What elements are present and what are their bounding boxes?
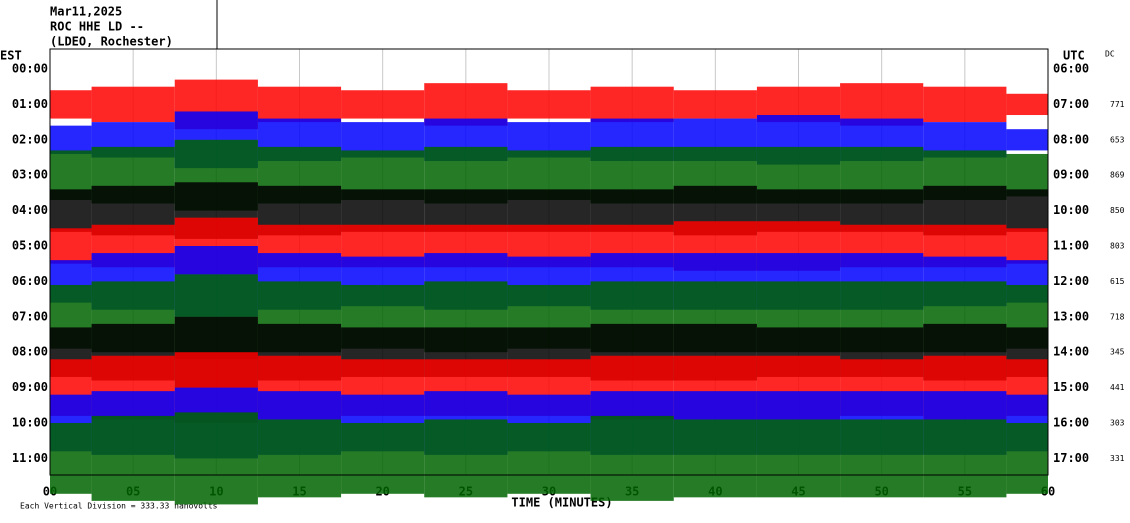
dc-value: 441	[1110, 383, 1125, 392]
est-label: 04:00	[12, 203, 48, 217]
trace-envelope	[174, 412, 258, 505]
trace-envelope	[50, 228, 92, 264]
trace-envelope	[341, 90, 425, 119]
trace-envelope	[91, 415, 175, 501]
dc-value: 345	[1110, 348, 1125, 357]
trace-envelope	[923, 86, 1007, 123]
dc-value: 718	[1110, 312, 1125, 321]
trace-envelope	[1006, 189, 1048, 232]
dc-value: 331	[1110, 454, 1125, 463]
dc-value: 303	[1110, 419, 1125, 428]
est-label: 07:00	[12, 309, 48, 323]
trace-envelope	[673, 90, 757, 119]
trace-envelope	[590, 415, 674, 501]
trace-envelope	[50, 125, 92, 154]
est-label: 02:00	[12, 132, 48, 146]
dc-value: 615	[1110, 277, 1125, 286]
plot-frame	[49, 48, 1049, 476]
est-label: 08:00	[12, 345, 48, 359]
trace-envelope	[507, 90, 591, 119]
x-axis-label: TIME (MINUTES)	[511, 496, 612, 510]
utc-label: 13:00	[1053, 309, 1089, 323]
dc-value: 653	[1110, 135, 1125, 144]
trace-envelope	[50, 423, 92, 494]
utc-label: 12:00	[1053, 274, 1089, 288]
trace-envelope	[50, 189, 92, 232]
trace-envelope	[1006, 93, 1048, 116]
utc-label: 11:00	[1053, 239, 1089, 253]
trace-envelope	[424, 419, 508, 498]
utc-label: 06:00	[1053, 62, 1089, 76]
right-axis-label: UTC	[1063, 49, 1085, 63]
trace-envelope	[257, 419, 342, 498]
est-label: 11:00	[12, 451, 48, 465]
est-label: 00:00	[12, 62, 48, 76]
dc-value: 771	[1110, 100, 1125, 109]
trace-envelope	[341, 423, 425, 494]
trace-envelope	[590, 86, 674, 123]
trace-envelope	[756, 419, 841, 498]
trace-envelope	[840, 419, 924, 498]
trace-envelope	[673, 419, 757, 498]
dc-value: 803	[1110, 242, 1125, 251]
utc-label: 07:00	[1053, 97, 1089, 111]
footer: Each Vertical Division = 333.33 nanovolt…	[20, 502, 218, 511]
title-line: ROC HHE LD --	[50, 20, 144, 34]
utc-label: 09:00	[1053, 168, 1089, 182]
utc-label: 08:00	[1053, 132, 1089, 146]
trace-envelope	[923, 419, 1007, 498]
trace-envelope	[50, 90, 92, 119]
est-label: 03:00	[12, 168, 48, 182]
utc-label: 16:00	[1053, 416, 1089, 430]
left-axis-label: EST	[0, 49, 22, 63]
dc-value: 869	[1110, 171, 1125, 180]
title-line: Mar11,2025	[50, 5, 122, 19]
trace-envelope	[1006, 129, 1048, 151]
dc-value: 850	[1110, 206, 1125, 215]
est-label: 09:00	[12, 380, 48, 394]
utc-label: 15:00	[1053, 380, 1089, 394]
trace-envelope	[257, 86, 342, 123]
trace-envelope	[1006, 228, 1048, 264]
est-label: 06:00	[12, 274, 48, 288]
est-label: 05:00	[12, 239, 48, 253]
est-label: 10:00	[12, 416, 48, 430]
trace-envelope	[1006, 423, 1048, 494]
title-line: (LDEO, Rochester)	[50, 35, 173, 49]
utc-label: 17:00	[1053, 451, 1089, 465]
trace-envelope	[91, 86, 175, 123]
dc-label: DC	[1105, 50, 1115, 59]
utc-label: 14:00	[1053, 345, 1089, 359]
est-label: 01:00	[12, 97, 48, 111]
trace-envelope	[507, 423, 591, 494]
utc-label: 10:00	[1053, 203, 1089, 217]
